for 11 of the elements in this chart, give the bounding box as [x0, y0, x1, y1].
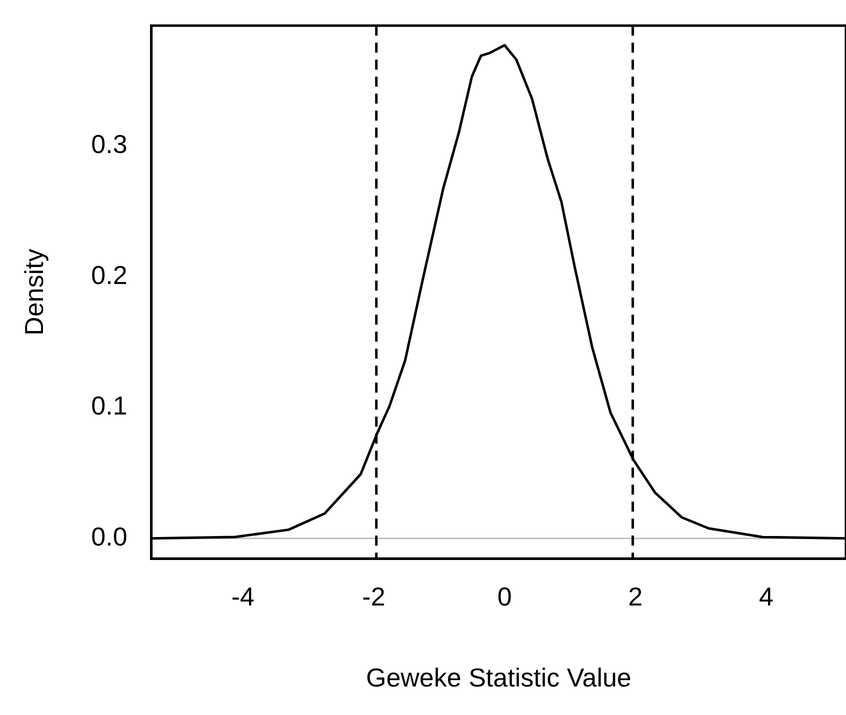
x-tick-label: 4 [758, 581, 774, 612]
x-tick-label: -4 [231, 581, 254, 612]
y-tick-label: 0.3 [91, 129, 128, 160]
y-tick-label: 0.2 [91, 260, 128, 290]
y-tick-label: 0.1 [91, 390, 128, 421]
x-tick-label: 2 [628, 581, 643, 612]
x-tick-label: 0 [497, 581, 512, 612]
y-tick-label: 0.0 [91, 522, 128, 552]
x-axis-title: Geweke Statistic Value [366, 662, 632, 693]
y-axis-title: Density [18, 248, 49, 336]
x-tick-label: -2 [362, 581, 386, 612]
